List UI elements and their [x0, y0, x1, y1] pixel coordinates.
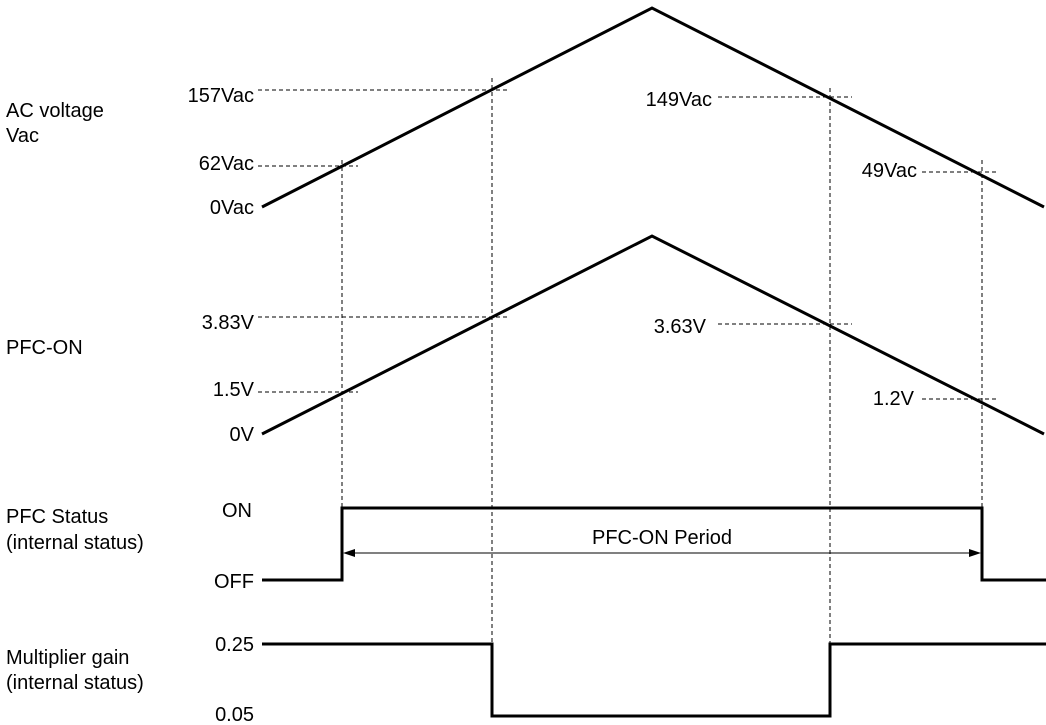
pfc-status-on-label: ON — [222, 500, 252, 522]
multiplier-gain-name-line2: (internal status) — [6, 672, 144, 694]
pfc-on-period-arrow-left — [343, 549, 355, 557]
pfc-level-15: 1.5V — [213, 379, 255, 401]
gain-level-005: 0.05 — [215, 704, 254, 725]
pfc-level-12: 1.2V — [873, 388, 915, 410]
ac-voltage-name-line1: AC voltage — [6, 100, 104, 122]
ac-voltage-waveform — [261, 6, 1045, 209]
pfc-status-name-line2: (internal status) — [6, 532, 144, 554]
pfc-status-waveform — [262, 506, 1046, 582]
pfc-on-name: PFC-ON — [6, 337, 83, 359]
pfc-on-period-arrow-right — [969, 549, 981, 557]
pfc-status-name-line1: PFC Status — [6, 506, 108, 528]
multiplier-gain-name-line1: Multiplier gain — [6, 647, 129, 669]
ac-level-49: 49Vac — [862, 160, 917, 182]
pfc-level-0: 0V — [230, 424, 255, 446]
ac-level-62: 62Vac — [199, 153, 254, 175]
ac-level-149: 149Vac — [646, 89, 712, 111]
pfc-status-off-label: OFF — [214, 571, 254, 593]
ac-level-0: 0Vac — [210, 197, 254, 219]
ac-voltage-name-line2: Vac — [6, 125, 39, 147]
ac-level-157: 157Vac — [188, 85, 254, 107]
pfc-level-363: 3.63V — [654, 316, 707, 338]
multiplier-gain-waveform — [262, 642, 1046, 718]
gain-level-025: 0.25 — [215, 634, 254, 656]
pfc-on-waveform — [261, 234, 1045, 436]
pfc-on-period-label: PFC-ON Period — [592, 527, 732, 549]
pfc-level-383: 3.83V — [202, 312, 255, 334]
